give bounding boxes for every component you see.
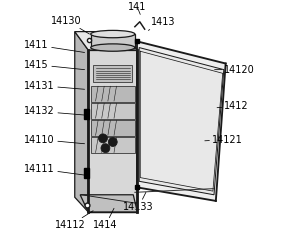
Polygon shape [88,50,137,212]
Text: 14132: 14132 [25,106,85,116]
Text: 14121: 14121 [205,135,243,144]
Polygon shape [91,86,135,102]
Text: 14131: 14131 [25,81,85,91]
Text: 14112: 14112 [54,211,93,230]
Text: 1415: 1415 [25,60,85,70]
Circle shape [108,138,117,146]
Polygon shape [75,32,88,212]
Bar [84,109,89,119]
Text: 1414: 1414 [93,208,118,230]
Circle shape [101,144,110,153]
Text: 14110: 14110 [25,135,85,144]
Circle shape [98,134,107,143]
Text: 141: 141 [128,2,147,14]
Text: 1413: 1413 [148,17,175,30]
Polygon shape [137,41,226,201]
Text: 14133: 14133 [123,192,154,212]
Polygon shape [91,120,135,136]
Polygon shape [91,137,135,153]
Ellipse shape [91,44,135,51]
Bar [84,168,89,178]
Text: 14130: 14130 [51,16,89,34]
Polygon shape [139,48,224,195]
Ellipse shape [91,30,135,38]
Text: 14120: 14120 [215,65,255,75]
Polygon shape [75,32,137,50]
Polygon shape [93,65,133,82]
Polygon shape [91,103,135,119]
Text: 1411: 1411 [25,40,85,52]
Text: 14111: 14111 [25,164,85,175]
Polygon shape [91,34,135,48]
Text: 1412: 1412 [217,102,249,111]
Polygon shape [80,195,137,212]
